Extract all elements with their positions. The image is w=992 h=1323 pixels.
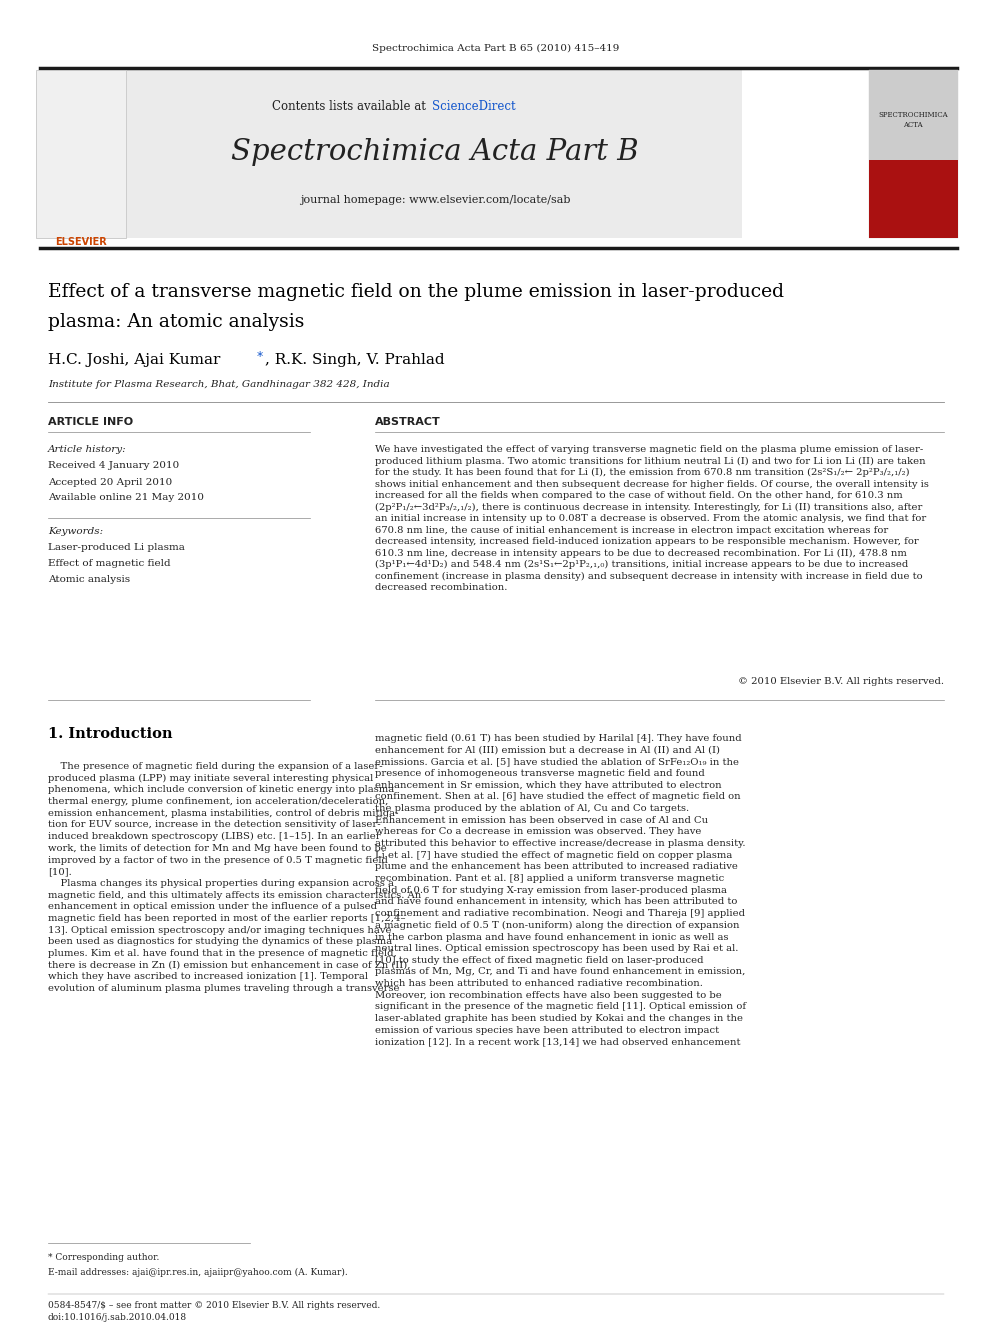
Text: magnetic field (0.61 T) has been studied by Harilal [4]. They have found
enhance: magnetic field (0.61 T) has been studied…	[375, 734, 746, 1046]
Text: Received 4 January 2010: Received 4 January 2010	[48, 462, 180, 471]
Text: © 2010 Elsevier B.V. All rights reserved.: © 2010 Elsevier B.V. All rights reserved…	[738, 677, 944, 687]
Text: ELSEVIER: ELSEVIER	[56, 237, 107, 247]
Bar	[869, 160, 958, 238]
Text: ABSTRACT: ABSTRACT	[375, 417, 440, 427]
Text: E-mail addresses: ajai@ipr.res.in, ajaiipr@yahoo.com (A. Kumar).: E-mail addresses: ajai@ipr.res.in, ajaii…	[48, 1267, 348, 1277]
Text: Effect of magnetic field: Effect of magnetic field	[48, 560, 171, 569]
Text: Keywords:: Keywords:	[48, 528, 103, 537]
Text: Institute for Plasma Research, Bhat, Gandhinagar 382 428, India: Institute for Plasma Research, Bhat, Gan…	[48, 381, 390, 389]
Bar	[869, 70, 958, 160]
Text: Effect of a transverse magnetic field on the plume emission in laser-produced: Effect of a transverse magnetic field on…	[48, 283, 784, 302]
Text: Laser-produced Li plasma: Laser-produced Li plasma	[48, 544, 185, 553]
Text: Contents lists available at: Contents lists available at	[273, 101, 430, 114]
Text: , R.K. Singh, V. Prahlad: , R.K. Singh, V. Prahlad	[265, 353, 444, 366]
Text: Spectrochimica Acta Part B 65 (2010) 415–419: Spectrochimica Acta Part B 65 (2010) 415…	[372, 44, 620, 53]
Text: doi:10.1016/j.sab.2010.04.018: doi:10.1016/j.sab.2010.04.018	[48, 1314, 187, 1323]
Text: 0584-8547/$ – see front matter © 2010 Elsevier B.V. All rights reserved.: 0584-8547/$ – see front matter © 2010 El…	[48, 1302, 380, 1311]
Text: Accepted 20 April 2010: Accepted 20 April 2010	[48, 478, 173, 487]
Bar	[36, 70, 126, 238]
Text: Spectrochimica Acta Part B: Spectrochimica Acta Part B	[231, 138, 639, 165]
Text: We have investigated the effect of varying transverse magnetic field on the plas: We have investigated the effect of varyi…	[375, 445, 929, 593]
Text: Available online 21 May 2010: Available online 21 May 2010	[48, 493, 204, 503]
Text: plasma: An atomic analysis: plasma: An atomic analysis	[48, 314, 305, 331]
Bar	[127, 70, 742, 238]
Text: * Corresponding author.: * Corresponding author.	[48, 1253, 160, 1262]
Text: SPECTROCHIMICA
ACTA: SPECTROCHIMICA ACTA	[878, 111, 947, 130]
Text: journal homepage: www.elsevier.com/locate/sab: journal homepage: www.elsevier.com/locat…	[300, 194, 570, 205]
Text: Atomic analysis: Atomic analysis	[48, 576, 130, 585]
Text: 1. Introduction: 1. Introduction	[48, 728, 173, 741]
Text: ARTICLE INFO: ARTICLE INFO	[48, 417, 133, 427]
Text: H.C. Joshi, Ajai Kumar: H.C. Joshi, Ajai Kumar	[48, 353, 225, 366]
Text: The presence of magnetic field during the expansion of a laser-
produced plasma : The presence of magnetic field during th…	[48, 762, 422, 992]
Text: Article history:: Article history:	[48, 446, 127, 455]
Text: ScienceDirect: ScienceDirect	[432, 101, 516, 114]
Text: *: *	[257, 351, 263, 364]
Bar	[869, 70, 958, 238]
